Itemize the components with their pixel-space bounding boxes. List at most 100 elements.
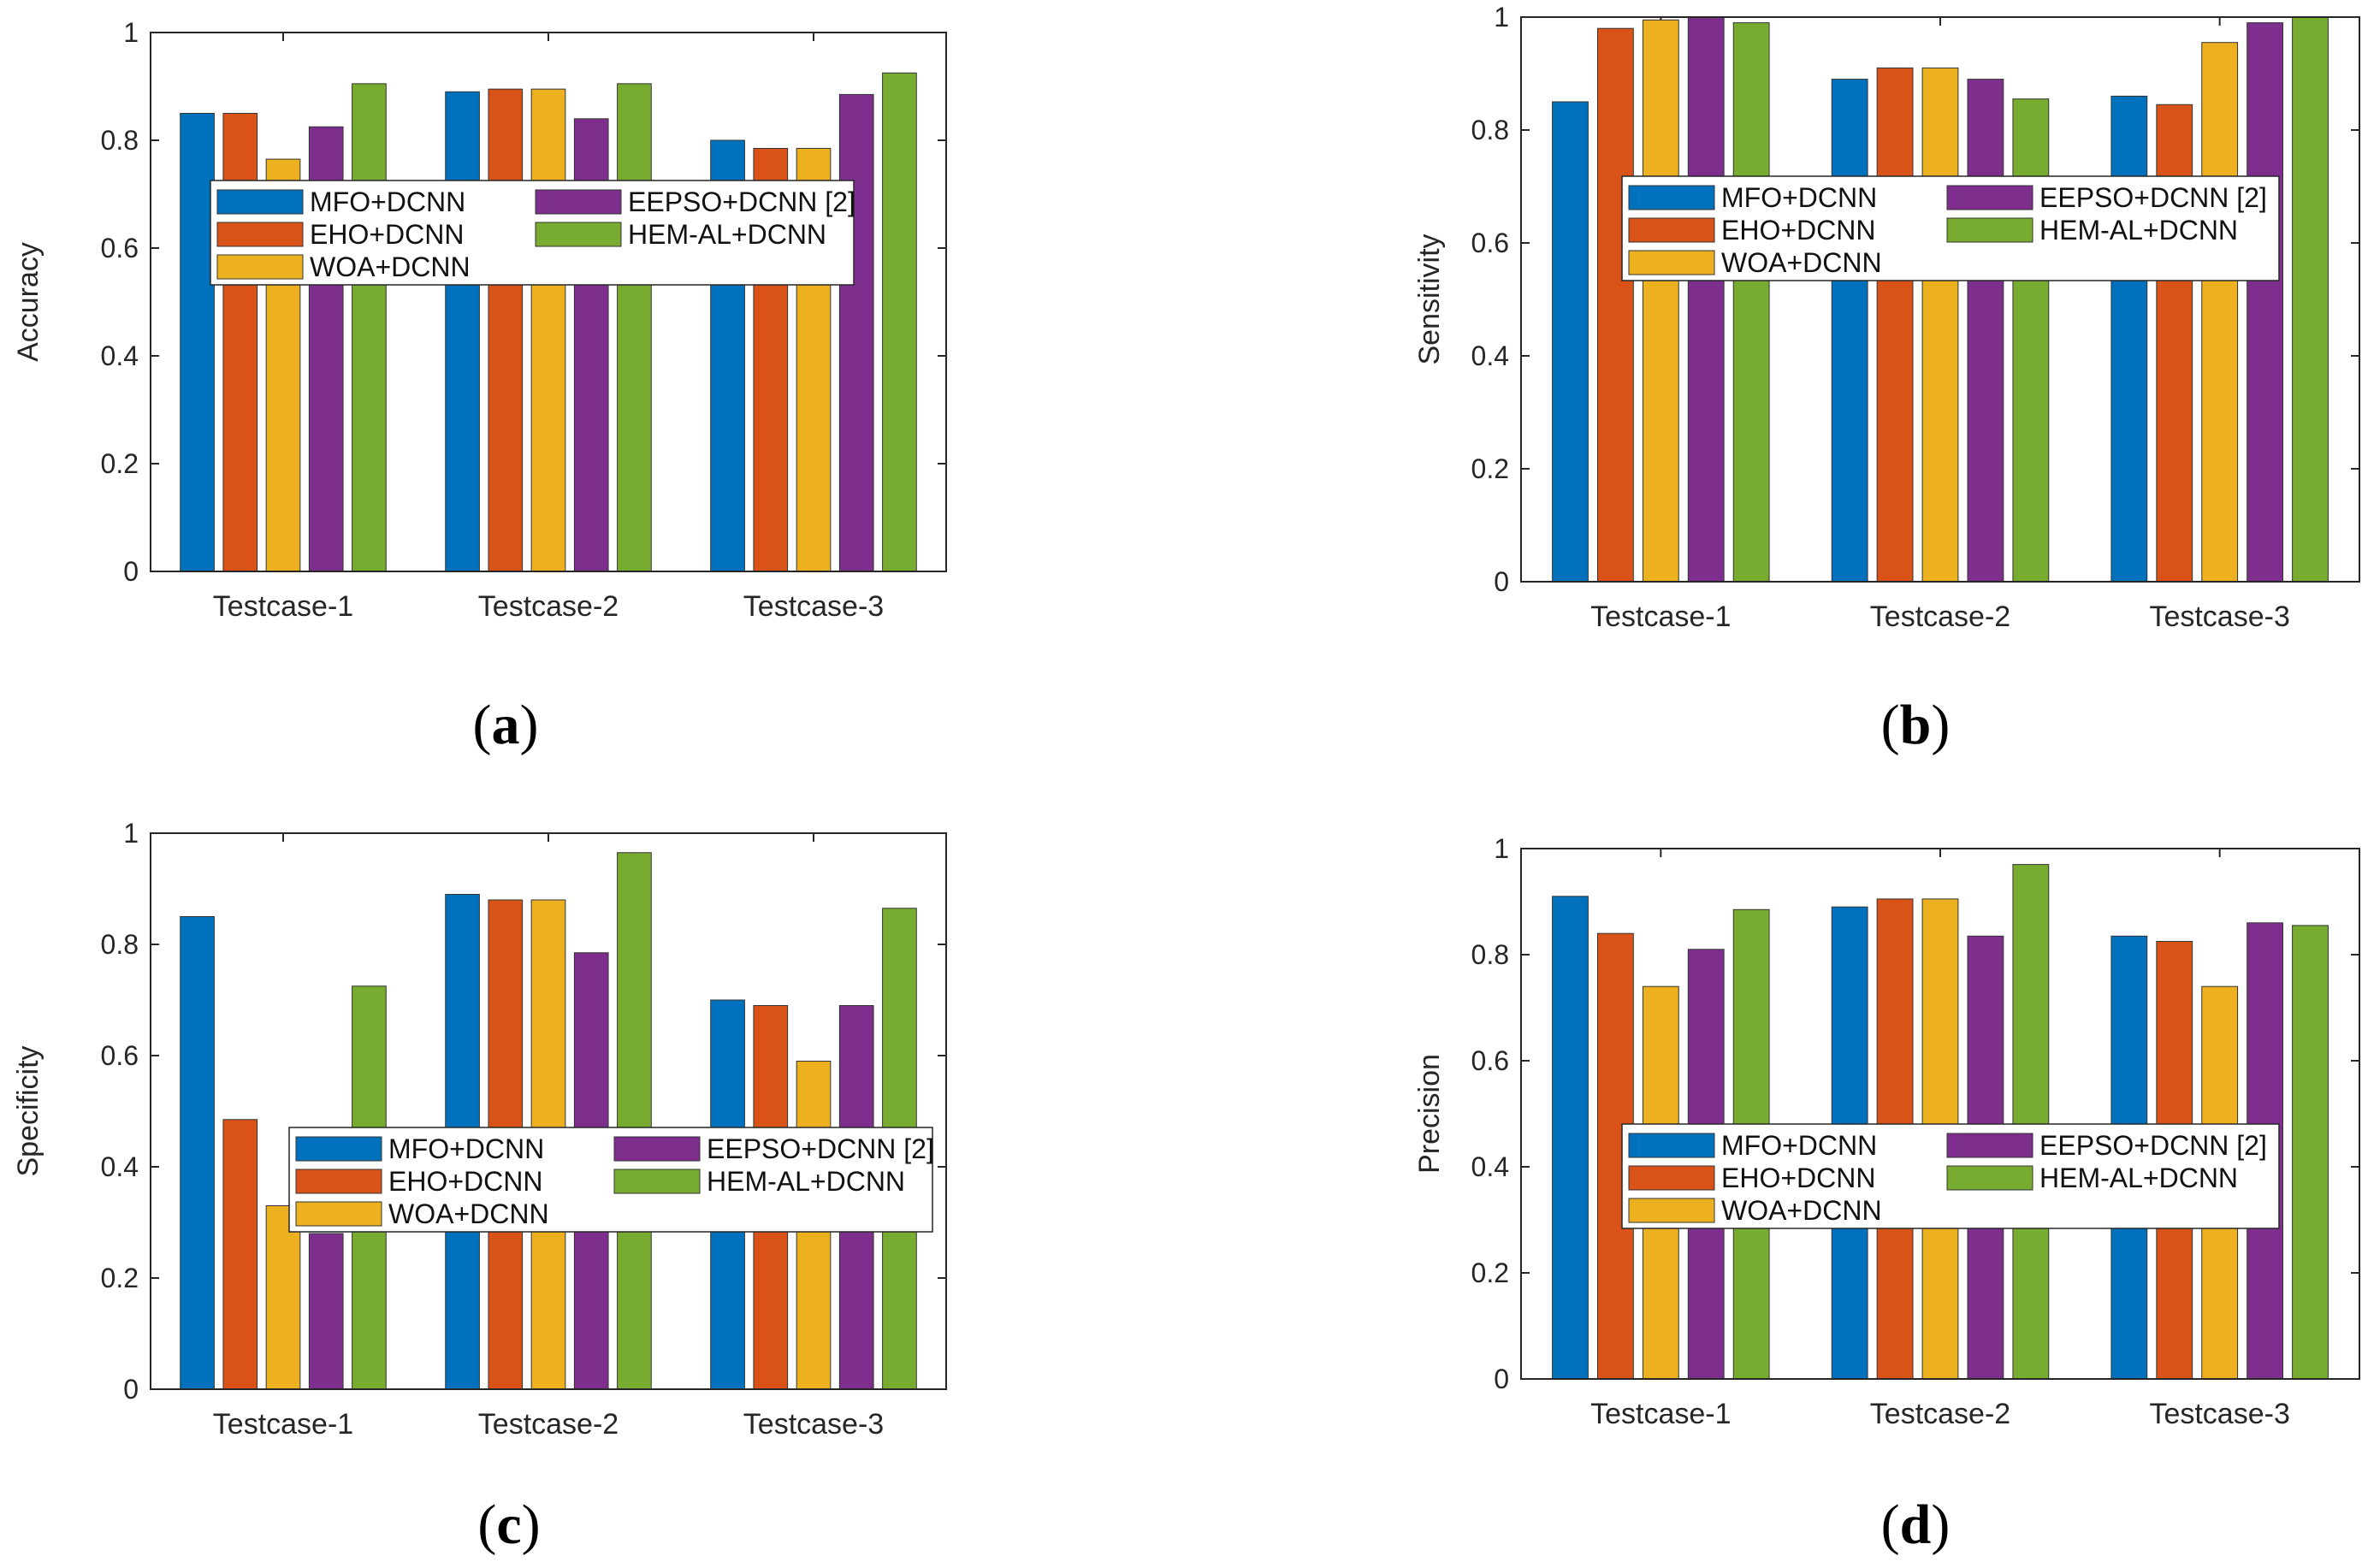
chart-panel-b: 0 0.2 0.4 0.6 0.8 1 Testcase-1 Testcase-2 Testca… <box>1181 0 2362 770</box>
legend-swatch <box>1628 250 1715 275</box>
x-category-label: Testcase-2 <box>478 590 619 623</box>
bar-eho-dcnn-testcase-2 <box>1876 67 1914 583</box>
legend-label: EEPSO+DCNN [2] <box>2039 1130 2267 1161</box>
bar-hem-al-dcnn-testcase-2 <box>617 83 652 572</box>
y-tick-label: 0.8 <box>101 929 139 960</box>
y-tick-label: 0 <box>1494 566 1509 597</box>
y-tick-label: 0.6 <box>101 233 139 263</box>
y-tick-label: 0.4 <box>1471 1151 1509 1182</box>
bar-eepso-dcnn-2-testcase-3 <box>838 93 874 572</box>
legend-swatch <box>613 1136 701 1162</box>
x-category-label: Testcase-1 <box>1590 1398 1731 1430</box>
y-tick-label: 0.8 <box>1471 939 1509 970</box>
y-tick-label: 1 <box>1494 2 1509 33</box>
legend-box <box>210 180 855 286</box>
y-tick-label: 0 <box>123 1374 139 1405</box>
bar-eho-dcnn-testcase-2 <box>488 88 524 572</box>
legend-label: EHO+DCNN <box>388 1166 542 1197</box>
legend-swatch <box>216 189 304 215</box>
y-tick-label: 0.8 <box>1471 115 1509 145</box>
bar-eho-dcnn-testcase-1 <box>1597 27 1634 583</box>
chart-panel-d: 0 0.2 0.4 0.6 0.8 1 Testcase-1 Testcase-2 Testca… <box>1181 770 2362 1568</box>
bar-hem-al-dcnn-testcase-3 <box>2292 16 2329 583</box>
caption-d: (d) <box>1880 1494 1951 1556</box>
bar-mfo-dcnn-testcase-1 <box>1552 101 1589 583</box>
x-category-label: Testcase-2 <box>1870 601 2010 633</box>
legend-label: WOA+DCNN <box>1721 1195 1882 1226</box>
y-tick-label: 1 <box>123 17 139 48</box>
x-category-label: Testcase-2 <box>478 1408 619 1441</box>
y-tick-label: 0.2 <box>101 1263 139 1293</box>
bar-mfo-dcnn-testcase-2 <box>1831 79 1868 583</box>
bar-mfo-dcnn-testcase-3 <box>2110 95 2148 583</box>
y-axis-label: Specificity <box>12 1045 44 1176</box>
legend-label: MFO+DCNN <box>310 186 465 217</box>
y-tick-label: 0.2 <box>1471 1257 1509 1288</box>
legend-label: EHO+DCNN <box>310 219 464 250</box>
legend-label: WOA+DCNN <box>1721 247 1882 278</box>
legend-swatch <box>216 254 304 280</box>
y-tick-label: 0.6 <box>101 1040 139 1071</box>
y-tick-label: 1 <box>123 818 139 849</box>
bar-hem-al-dcnn-testcase-2 <box>2012 98 2050 583</box>
legend-label: EHO+DCNN <box>1721 215 1875 246</box>
legend-label: MFO+DCNN <box>388 1133 544 1164</box>
legend-swatch <box>1946 1165 2033 1191</box>
legend-label: WOA+DCNN <box>310 251 471 282</box>
legend-label: MFO+DCNN <box>1721 1130 1877 1161</box>
bar-hem-al-dcnn-testcase-2 <box>2012 864 2050 1380</box>
y-tick-label: 0.4 <box>101 1151 139 1182</box>
legend-swatch <box>1628 1198 1715 1223</box>
bar-woa-dcnn-testcase-3 <box>2201 42 2239 583</box>
chart-d-svg: 0 0.2 0.4 0.6 0.8 1 Testcase-1 Testcase-2 Testca… <box>1413 833 2360 1430</box>
chart-panel-c: 0 0.2 0.4 0.6 0.8 1 Testcase-1 Testcase-2 Testca… <box>0 770 1181 1568</box>
legend-label: EEPSO+DCNN [2] <box>628 186 855 217</box>
bar-mfo-dcnn-testcase-1 <box>180 113 215 572</box>
bar-woa-dcnn-testcase-2 <box>530 88 566 572</box>
y-tick-label: 0 <box>123 556 139 587</box>
legend-swatch <box>1628 185 1715 210</box>
legend-box <box>288 1127 933 1233</box>
legend-swatch <box>613 1169 701 1194</box>
bar-woa-dcnn-testcase-1 <box>265 1205 301 1390</box>
y-tick-label: 0.4 <box>101 340 139 371</box>
legend-label: MFO+DCNN <box>1721 182 1877 213</box>
x-category-label: Testcase-2 <box>1870 1398 2010 1430</box>
legend-swatch <box>535 189 622 215</box>
legend-swatch <box>1628 1165 1715 1191</box>
bar-hem-al-dcnn-testcase-3 <box>2292 925 2329 1380</box>
legend-swatch <box>295 1169 382 1194</box>
x-category-label: Testcase-1 <box>213 590 353 623</box>
legend-swatch <box>216 222 304 247</box>
y-tick-label: 0.6 <box>1471 228 1509 258</box>
legend-swatch <box>1946 217 2033 243</box>
axes-box <box>150 32 947 572</box>
legend-swatch <box>1946 1133 2033 1158</box>
bar-woa-dcnn-testcase-1 <box>1642 19 1679 583</box>
bar-hem-al-dcnn-testcase-1 <box>1732 22 1770 583</box>
y-tick-label: 0.2 <box>101 448 139 479</box>
bar-eepso-dcnn-2-testcase-1 <box>308 1233 344 1390</box>
caption-a: (a) <box>472 694 539 756</box>
bar-eepso-dcnn-2-testcase-2 <box>1967 79 2004 583</box>
legend-swatch <box>535 222 622 247</box>
chart-panel-a: 0 0.2 0.4 0.6 0.8 1 Testcase-1 Testcase-2 Testca… <box>0 0 1181 770</box>
legend-label: HEM-AL+DCNN <box>628 219 826 250</box>
y-axis-label: Accuracy <box>12 242 44 362</box>
axes-box <box>1520 848 2360 1380</box>
bar-mfo-dcnn-testcase-2 <box>445 91 480 572</box>
legend-label: HEM-AL+DCNN <box>707 1166 905 1197</box>
bar-eepso-dcnn-2-testcase-3 <box>2247 22 2283 583</box>
x-category-label: Testcase-1 <box>213 1408 353 1441</box>
chart-c-svg: 0 0.2 0.4 0.6 0.8 1 Testcase-1 Testcase-2 Testca… <box>12 818 947 1441</box>
y-tick-label: 0 <box>1494 1364 1509 1394</box>
legend-swatch <box>1628 217 1715 243</box>
x-category-label: Testcase-3 <box>743 1408 884 1441</box>
legend-swatch <box>1628 1133 1715 1158</box>
axes-box <box>1520 16 2360 583</box>
y-tick-label: 0.6 <box>1471 1045 1509 1076</box>
x-category-label: Testcase-3 <box>743 590 884 623</box>
y-axis-label: Sensitivity <box>1413 234 1446 364</box>
legend-label: EEPSO+DCNN [2] <box>2039 182 2267 213</box>
legend-label: WOA+DCNN <box>388 1198 549 1229</box>
